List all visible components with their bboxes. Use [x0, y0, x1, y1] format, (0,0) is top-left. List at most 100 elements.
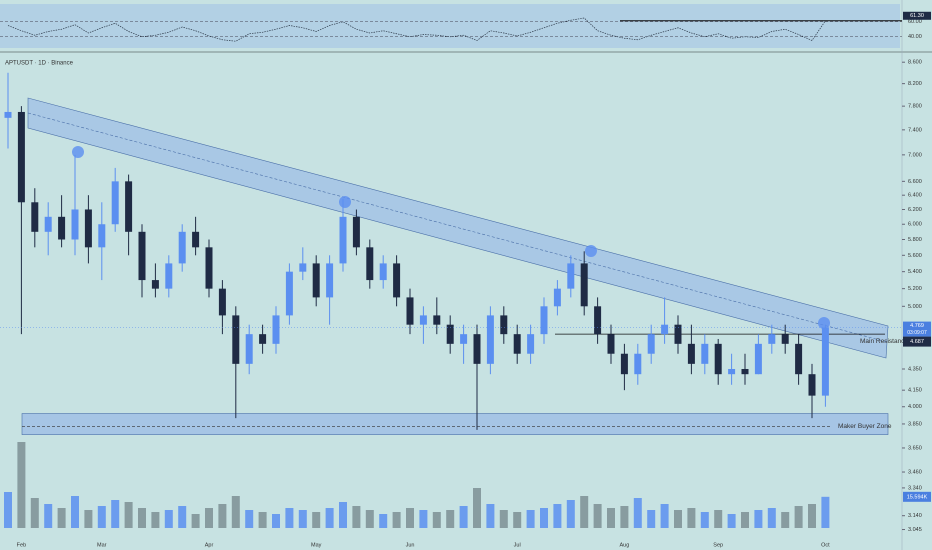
y-tick-label: 6.600 [908, 179, 922, 185]
volume-bar [406, 508, 414, 528]
y-tick-label: 5.200 [908, 286, 922, 292]
volume-bar [352, 506, 361, 528]
volume-bar [714, 510, 723, 528]
y-tick-label: 3.850 [908, 421, 922, 427]
candle-body [433, 315, 441, 325]
candle-body [580, 263, 588, 307]
volume-bar [446, 510, 455, 528]
rsi-box [903, 11, 931, 20]
y-tick-label: 4.150 [908, 388, 922, 394]
x-tick-label: May [311, 542, 322, 548]
candle-body [728, 368, 736, 375]
candle-body [419, 315, 427, 325]
volume-bar [593, 504, 602, 528]
volume-bar [499, 510, 508, 528]
rsi-line [7, 17, 826, 42]
candle-body [205, 247, 213, 289]
touch-marker [585, 245, 597, 257]
descending-channel [27, 97, 889, 359]
volume-bar [57, 508, 66, 528]
x-tick-label: Aug [620, 542, 630, 548]
candle-body [754, 343, 762, 375]
y-tick-label: 6.400 [908, 193, 922, 199]
y-tick-label: 7.000 [908, 152, 922, 158]
resistance-label: Main Resistance [860, 338, 908, 345]
x-tick-label: Feb [17, 542, 26, 548]
volume-bar [71, 496, 79, 528]
candle-body [821, 327, 829, 396]
volume-bar [30, 498, 39, 528]
candle-body [379, 263, 387, 281]
volume-bar [620, 506, 629, 528]
y-tick-label: 4.350 [908, 366, 922, 372]
candle-body [138, 231, 146, 281]
y-tick-label: 7.800 [908, 104, 922, 110]
rsi-current: 61.30 [910, 13, 924, 19]
volume-bar [178, 506, 187, 528]
candle-body [17, 111, 25, 203]
candle-body [527, 334, 535, 354]
volume-bar [741, 512, 749, 528]
rsi-band [0, 4, 900, 48]
volume-bar [700, 512, 709, 528]
candle-body [71, 209, 79, 240]
y-tick-label: 40.00 [908, 34, 922, 40]
support-zone [21, 413, 889, 435]
candle-body [299, 263, 307, 272]
volume-bar [459, 506, 468, 528]
volume-bar [432, 512, 441, 528]
volume-bar [674, 510, 682, 528]
volume-bar [808, 504, 816, 528]
candle-body [352, 216, 360, 248]
price-box [903, 321, 931, 337]
candle-body [285, 271, 293, 316]
candle-body [473, 334, 481, 364]
candle-body [500, 315, 508, 335]
candle-body [218, 288, 226, 316]
candle-body [98, 224, 106, 248]
volume-bar [727, 514, 736, 528]
candle-body [151, 280, 159, 289]
volume-bar [339, 502, 347, 528]
current-price: 4.769 [910, 323, 924, 329]
volume-bar [245, 510, 254, 528]
candle-body [460, 334, 468, 344]
volume-bar [285, 508, 294, 528]
volume-bar [754, 510, 763, 528]
x-tick-label: Apr [205, 542, 214, 548]
y-tick-label: 8.600 [908, 60, 922, 66]
touch-marker [339, 196, 351, 208]
volume-bar [124, 502, 133, 528]
x-tick-label: Oct [821, 542, 830, 548]
y-tick-label: 5.800 [908, 237, 922, 243]
x-tick-label: Jun [406, 542, 415, 548]
candle-body [661, 324, 669, 335]
volume-bar [660, 504, 669, 528]
volume-box [903, 491, 931, 502]
candle-body [44, 216, 52, 232]
countdown: 03:09:07 [907, 330, 927, 336]
y-tick-label: 4.000 [908, 404, 922, 410]
candle-body [513, 334, 521, 354]
chart-title: APTUSDT · 1D · Binance [5, 61, 74, 67]
y-tick-label: 3.045 [908, 527, 922, 533]
volume-bar [473, 488, 481, 528]
volume-bar [164, 510, 173, 528]
volume-bar [794, 506, 803, 528]
candle-body [620, 353, 628, 375]
candle-body [446, 324, 454, 344]
volume-label: 15.594K [907, 494, 928, 500]
y-tick-label: 3.140 [908, 513, 922, 519]
candle-body [272, 315, 280, 344]
volume-bar [540, 508, 548, 528]
volume-bar [298, 510, 307, 528]
volume-bar [138, 508, 146, 528]
candle-body [165, 263, 173, 289]
volume-bar [151, 512, 160, 528]
ma-box [903, 336, 931, 347]
candle-body [687, 343, 695, 364]
volume-bar [767, 508, 776, 528]
volume-bar [486, 504, 495, 528]
volume-bar [526, 510, 535, 528]
